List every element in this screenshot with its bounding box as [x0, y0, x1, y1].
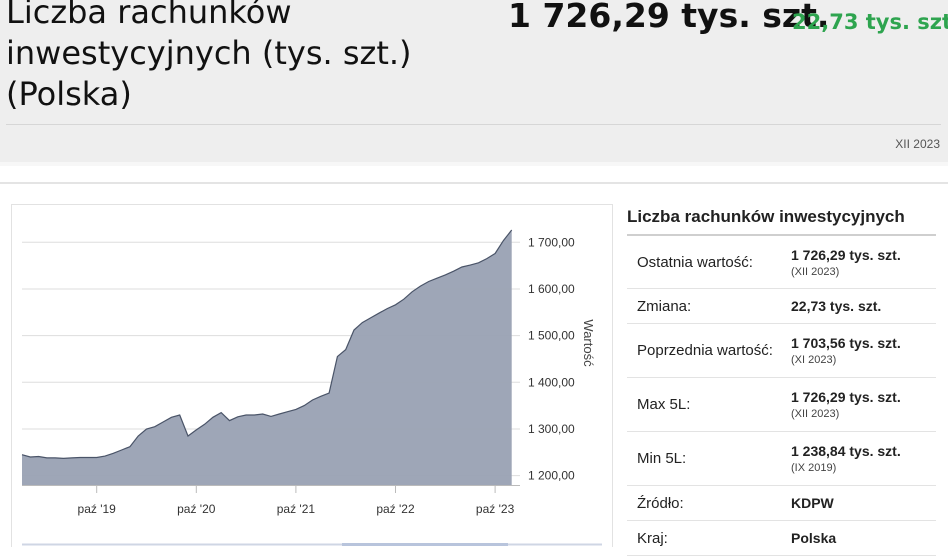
- x-tick-label: paź '21: [277, 502, 316, 516]
- y-tick-label: 1 300,00: [528, 422, 575, 436]
- x-tick-label: paź '19: [78, 502, 117, 516]
- y-axis-label: Wartość: [581, 319, 596, 367]
- y-tick-label: 1 400,00: [528, 375, 575, 389]
- info-row: Min 5L: 1 238,84 tys. szt. (IX 2019): [627, 432, 936, 486]
- navigator-handle: [342, 543, 508, 546]
- y-tick-label: 1 200,00: [528, 469, 575, 483]
- page-header: Liczba rachunków inwestycyjnych (tys. sz…: [0, 0, 948, 166]
- info-row-value-group: 1 703,56 tys. szt. (XI 2023): [791, 335, 936, 366]
- info-row: Max 5L: 1 726,29 tys. szt. (XII 2023): [627, 378, 936, 432]
- info-row-value: 1 726,29 tys. szt.: [791, 389, 901, 405]
- info-row: Zmiana: 22,73 tys. szt.: [627, 289, 936, 324]
- info-row-value: Polska: [791, 530, 837, 546]
- info-row-value: 1 703,56 tys. szt.: [791, 335, 901, 351]
- info-row: Poprzednia wartość: 1 703,56 tys. szt. (XI…: [627, 324, 936, 378]
- info-row-value-group: Polska: [791, 530, 936, 546]
- series-area: [22, 230, 512, 485]
- y-tick-label: 1 500,00: [528, 329, 575, 343]
- info-row-value-group: 1 238,84 tys. szt. (IX 2019): [791, 443, 936, 474]
- info-row-label: Max 5L:: [637, 396, 691, 413]
- info-row-value: KDPW: [791, 495, 834, 511]
- info-row-date: (XI 2023): [791, 354, 837, 366]
- area-chart: 1 200,00 1 300,00 1 400,00 1 500,00 1 600,00…: [21, 229, 602, 546]
- section-divider: [0, 182, 948, 184]
- info-row-value-group: 1 726,29 tys. szt. (XII 2023): [791, 247, 936, 278]
- info-row-value-group: 1 726,29 tys. szt. (XII 2023): [791, 389, 936, 420]
- x-tick-label: paź '20: [177, 502, 216, 516]
- info-row-date: (XII 2023): [791, 265, 840, 278]
- info-row: Kraj: Polska: [627, 521, 936, 556]
- x-tick-label: paź '22: [376, 502, 415, 516]
- info-row: Ostatnia wartość: 1 726,29 tys. szt. (XII …: [627, 236, 936, 289]
- info-row: Źródło: KDPW: [627, 486, 936, 521]
- info-row-label: Min 5L:: [637, 450, 687, 467]
- y-tick-label: 1 600,00: [528, 282, 575, 296]
- info-row-value-group: 22,73 tys. szt.: [791, 298, 936, 314]
- info-row-label: Kraj:: [637, 529, 668, 547]
- info-row-label: Poprzednia wartość:: [637, 342, 773, 359]
- y-tick-label: 1 700,00: [528, 235, 575, 249]
- info-row-value-group: KDPW: [791, 495, 936, 511]
- panel-title: Liczba rachunków inwestycyjnych: [627, 204, 936, 236]
- change-value: 22,73 tys. szt.: [792, 10, 948, 34]
- info-row-value: 1 726,29 tys. szt.: [791, 246, 901, 263]
- info-table: Ostatnia wartość: 1 726,29 tys. szt. (XII …: [627, 236, 936, 556]
- x-tick-label: paź '23: [476, 502, 515, 516]
- info-row-date: (XII 2023): [791, 408, 840, 420]
- period-label: XII 2023: [895, 137, 940, 151]
- series-line: [21, 229, 513, 460]
- info-row-label: Ostatnia wartość:: [637, 253, 753, 271]
- page-title: Liczba rachunków inwestycyjnych (tys. sz…: [6, 0, 412, 113]
- header-divider: [6, 124, 941, 125]
- info-row-value: 1 238,84 tys. szt.: [791, 443, 901, 459]
- info-row-value: 22,73 tys. szt.: [791, 298, 882, 314]
- chart-container: 1 200,00 1 300,00 1 400,00 1 500,00 1 600,00…: [11, 204, 613, 547]
- info-panel: Liczba rachunków inwestycyjnych Ostatnia…: [627, 204, 936, 556]
- info-row-label: Źródło:: [637, 494, 684, 512]
- info-row-date: (IX 2019): [791, 462, 837, 474]
- latest-value: 1 726,29 tys. szt.: [508, 0, 830, 35]
- info-row-label: Zmiana:: [637, 297, 692, 315]
